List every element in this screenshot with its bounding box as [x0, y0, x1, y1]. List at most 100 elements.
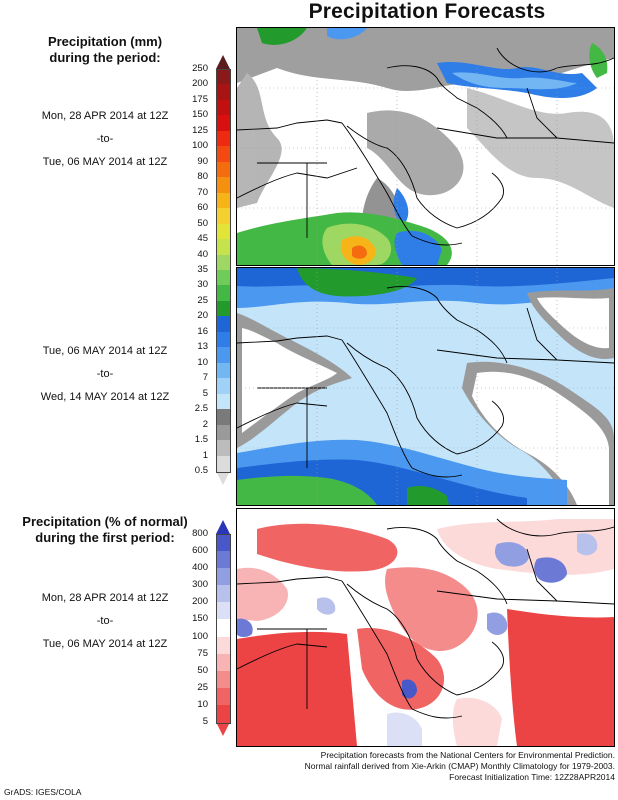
legend-pct-tick-label: 600	[192, 545, 208, 557]
legend-pct-swatch	[216, 687, 231, 706]
legend-mm-bottom-arrow	[216, 471, 230, 485]
legend-mm-swatch	[216, 192, 231, 209]
legend-pct-swatch	[216, 534, 231, 552]
period-2-label: Tue, 06 MAY 2014 at 12Z -to- Wed, 14 MAY…	[0, 340, 210, 409]
legend-mm-swatch	[216, 285, 231, 302]
legend-pct-swatch	[216, 551, 231, 569]
legend-mm-swatch	[216, 316, 231, 333]
legend-mm-swatch	[216, 177, 231, 194]
legend-mm-tick-label: 90	[197, 155, 208, 167]
period-3-sep: -to-	[96, 615, 114, 627]
legend-mm-header-line1: Precipitation (mm)	[47, 34, 163, 49]
legend-mm-header: Precipitation (mm) during the period:	[0, 34, 210, 66]
legend-mm-tick-label: 1	[202, 449, 208, 461]
grads-credit: GrADS: IGES/COLA	[4, 787, 82, 797]
period-2-sep: -to-	[96, 368, 114, 380]
legend-mm-tick-label: 0.5	[194, 465, 208, 476]
legend-mm-tick-label: 45	[197, 233, 208, 245]
legend-mm-swatch	[216, 300, 231, 317]
map-forecast-week2	[236, 267, 615, 506]
legend-mm-tick-label: 50	[197, 217, 208, 229]
legend-mm-tick-label: 1.5	[194, 434, 208, 446]
period-1-start: Mon, 28 APR 2014 at 12Z	[41, 110, 169, 122]
legend-pct-header-line2: during the first period:	[35, 530, 175, 545]
legend-mm-tick-label: 60	[197, 202, 208, 214]
legend-mm-tick-label: 200	[192, 78, 208, 90]
legend-pct-tick-label: 800	[192, 528, 208, 539]
legend-mm-swatch	[216, 84, 231, 101]
legend-pct-bottom-arrow	[216, 722, 230, 736]
legend-pct-tick-label: 25	[197, 681, 208, 693]
legend-mm-tick-label: 10	[197, 356, 208, 368]
legend-pct-swatch	[216, 585, 231, 603]
legend-mm-swatch	[216, 424, 231, 441]
legend-mm-swatch	[216, 130, 231, 147]
legend-pct-top-arrow	[216, 520, 230, 534]
period-3-start: Mon, 28 APR 2014 at 12Z	[41, 592, 169, 604]
legend-mm-swatch	[216, 99, 231, 116]
legend-mm-tick-label: 30	[197, 279, 208, 291]
legend-mm-tick-label: 40	[197, 248, 208, 260]
legend-pct-tick-label: 300	[192, 579, 208, 591]
legend-mm-swatch	[216, 254, 231, 271]
legend-pct-swatch	[216, 653, 231, 672]
legend-mm-tick-label: 250	[192, 63, 208, 74]
map-percent-of-normal	[236, 508, 615, 747]
legend-mm-outline	[216, 69, 231, 473]
legend-mm-colorbar	[216, 55, 231, 485]
legend-mm-swatch	[216, 362, 231, 379]
legend-pct-tick-label: 10	[197, 698, 208, 710]
legend-pct-tick-label: 200	[192, 596, 208, 608]
legend-mm-swatch	[216, 146, 231, 163]
period-3-end: Tue, 06 MAY 2014 at 12Z	[42, 638, 168, 650]
legend-mm-tick-label: 70	[197, 186, 208, 198]
legend-mm-tick-label: 80	[197, 171, 208, 183]
legend-pct-tick-label: 5	[202, 716, 208, 727]
footer-notes: Precipitation forecasts from the Nationa…	[236, 750, 615, 783]
page-title: Precipitation Forecasts	[308, 0, 546, 23]
period-3-label: Mon, 28 APR 2014 at 12Z -to- Tue, 06 MAY…	[0, 587, 210, 656]
legend-mm-tick-label: 2	[202, 418, 208, 430]
legend-pct-swatch	[216, 704, 231, 723]
legend-pct-swatch	[216, 602, 231, 621]
legend-mm-tick-label: 125	[192, 124, 208, 136]
legend-mm-tick-label: 100	[192, 140, 208, 152]
legend-mm-tick-label: 175	[192, 93, 208, 105]
legend-pct-tick-label: 75	[197, 647, 208, 659]
legend-mm-tick-label: 20	[197, 310, 208, 322]
footer-line-2: Normal rainfall derived from Xie-Arkin (…	[304, 761, 615, 771]
legend-mm-top-arrow	[216, 55, 230, 69]
legend-mm-tick-label: 2.5	[194, 403, 208, 415]
legend-pct-tick-label: 400	[192, 562, 208, 574]
legend-pct-header: Precipitation (% of normal) during the f…	[0, 514, 210, 546]
period-2-end: Wed, 14 MAY 2014 at 12Z	[40, 391, 170, 403]
legend-mm-tick-label: 13	[197, 341, 208, 353]
map-forecast-week1	[236, 27, 615, 266]
legend-mm-swatch	[216, 440, 231, 457]
legend-mm-swatch	[216, 331, 231, 348]
legend-pct-swatch	[216, 619, 231, 638]
legend-pct-swatch	[216, 670, 231, 689]
footer-line-1: Precipitation forecasts from the Nationa…	[320, 750, 615, 760]
legend-pct-swatch	[216, 636, 231, 655]
legend-mm-swatch	[216, 223, 231, 240]
legend-pct-header-line1: Precipitation (% of normal)	[22, 514, 188, 529]
legend-pct-tick-label: 150	[192, 613, 208, 625]
legend-mm-swatch	[216, 455, 231, 472]
legend-mm-header-line2: during the period:	[49, 50, 161, 65]
period-1-sep: -to-	[96, 133, 114, 145]
legend-mm-tick-label: 7	[202, 372, 208, 384]
footer-line-3: Forecast Initialization Time: 12Z28APR20…	[449, 772, 615, 782]
legend-pct-tick-label: 50	[197, 664, 208, 676]
legend-mm-swatch	[216, 208, 231, 225]
legend-mm-swatch	[216, 378, 231, 395]
legend-mm-swatch	[216, 161, 231, 178]
legend-mm-tick-label: 5	[202, 387, 208, 399]
period-1-end: Tue, 06 MAY 2014 at 12Z	[42, 156, 168, 168]
legend-pct-colorbar	[216, 520, 231, 736]
legend-mm-swatch	[216, 115, 231, 132]
legend-mm-swatch	[216, 239, 231, 256]
legend-mm-swatch	[216, 270, 231, 287]
legend-mm-tick-label: 150	[192, 109, 208, 121]
period-2-start: Tue, 06 MAY 2014 at 12Z	[42, 345, 168, 357]
